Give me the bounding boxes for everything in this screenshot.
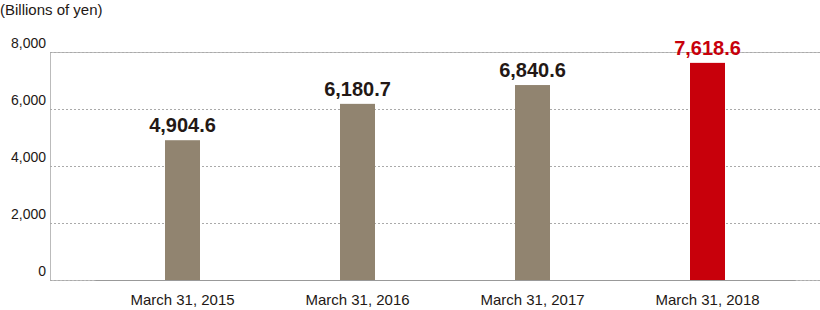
y-axis: 0 2,000 4,000 6,000 8,000 [11,35,820,281]
x-tick: March 31, 2016 [305,280,409,308]
x-tick-label: March 31, 2015 [130,291,234,308]
x-tick: March 31, 2017 [480,280,584,308]
data-label: 6,180.7 [324,78,391,100]
x-tick: March 31, 2015 [130,280,234,308]
bar [340,104,375,280]
y-tick-label: 2,000 [11,206,46,222]
x-axis-line [96,280,796,281]
y-tick-label: 8,000 [11,35,46,51]
data-label: 4,904.6 [149,114,216,136]
y-tick-label: 0 [38,263,46,279]
y-tick-label: 6,000 [11,92,46,108]
grid-line [50,280,820,281]
bar [165,140,200,280]
chart: 0 2,000 4,000 6,000 8,000 (Billions of yen) Ma… [0,0,820,310]
data-label: 7,618.6 [674,37,741,59]
axis-title: (Billions of yen) [0,1,103,18]
bar [515,85,550,280]
data-label: 6,840.6 [499,59,566,81]
x-tick: March 31, 2018 [655,280,759,308]
x-tick-label: March 31, 2017 [480,291,584,308]
x-tick-label: March 31, 2016 [305,291,409,308]
data-labels: 4,904.6 6,180.7 6,840.6 7,618.6 [149,37,741,136]
x-tick-label: March 31, 2018 [655,291,759,308]
bar [690,63,725,280]
y-tick-label: 4,000 [11,149,46,165]
x-axis: March 31, 2015 March 31, 2016 March 31, 20… [96,280,796,308]
bars [165,63,725,280]
y-axis-line [51,53,820,281]
